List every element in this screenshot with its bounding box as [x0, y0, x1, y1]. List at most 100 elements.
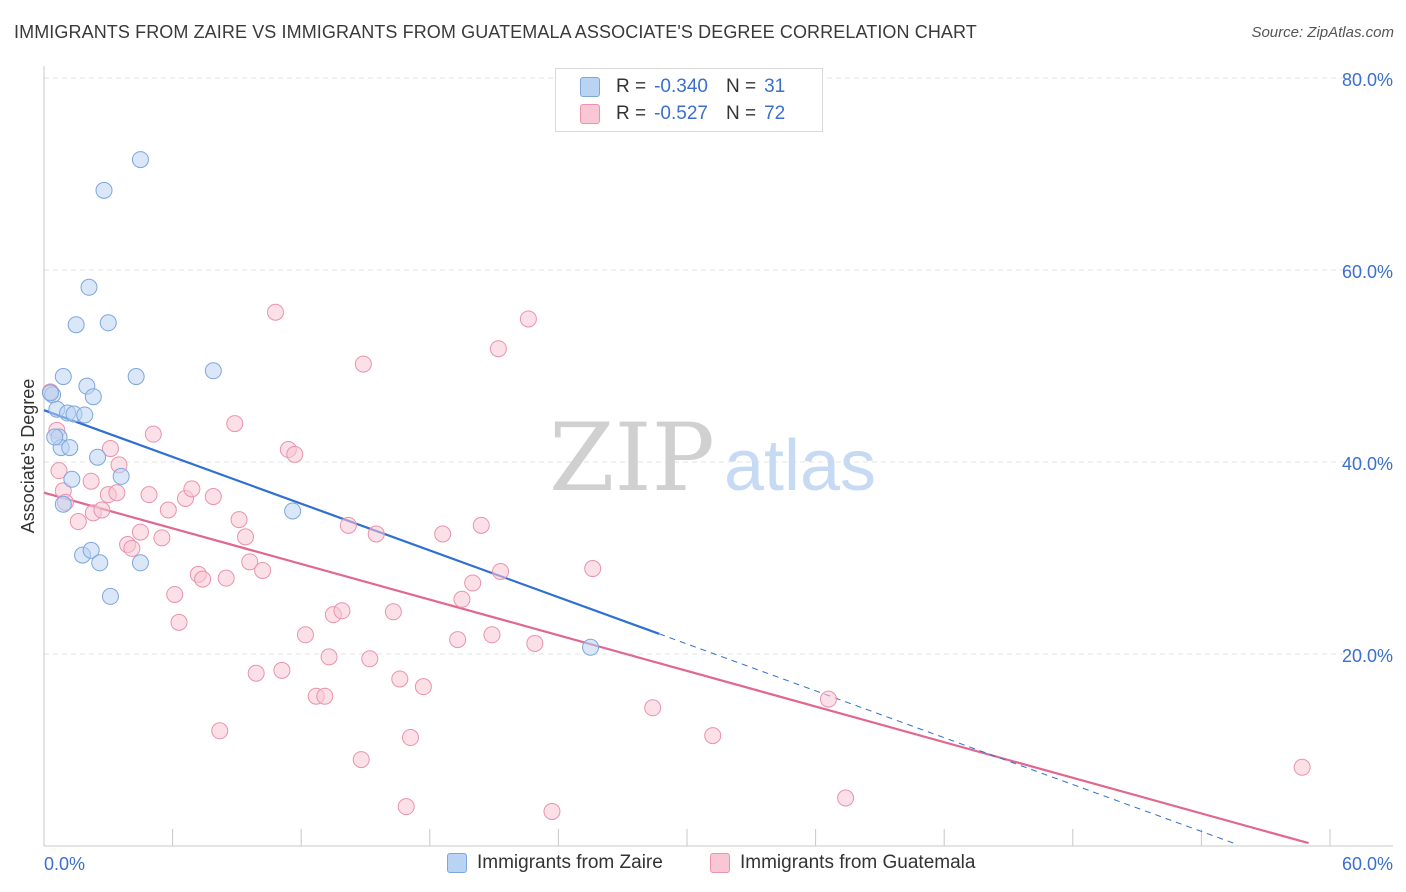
data-point-guatemala [339, 516, 357, 534]
data-point-zaire [91, 554, 109, 572]
data-point-zaire [76, 406, 94, 424]
data-point-guatemala [123, 539, 141, 557]
data-point-zaire [84, 388, 102, 406]
series-zaire-points [41, 151, 600, 656]
data-point-guatemala [644, 699, 662, 717]
data-point-guatemala [492, 562, 510, 580]
data-point-guatemala [144, 425, 162, 443]
y-tick-label: 60.0% [1342, 262, 1393, 282]
data-point-guatemala [217, 569, 235, 587]
legend-row-zaire: R = -0.340 N = 31 [580, 75, 785, 99]
source-label: Source: ZipAtlas.com [1251, 24, 1394, 41]
data-point-guatemala [170, 613, 188, 631]
y-tick-labels: 20.0% 40.0% 60.0% 80.0% [1342, 70, 1393, 666]
data-point-guatemala [543, 802, 561, 820]
data-point-zaire [131, 151, 149, 169]
y-tick-label: 80.0% [1342, 70, 1393, 90]
data-point-guatemala [316, 687, 334, 705]
data-point-zaire [82, 541, 100, 559]
data-point-guatemala [266, 303, 284, 321]
data-point-zaire [112, 467, 130, 485]
data-point-guatemala [584, 560, 602, 578]
data-point-zaire [131, 554, 149, 572]
data-point-zaire [67, 316, 85, 334]
data-point-guatemala [837, 789, 855, 807]
data-point-guatemala [333, 602, 351, 620]
data-point-guatemala [140, 486, 158, 504]
data-point-guatemala [352, 751, 370, 769]
data-point-guatemala [50, 462, 68, 480]
legend-swatch-zaire [580, 77, 600, 97]
data-point-guatemala [483, 626, 501, 644]
legend-r-label: R = [616, 103, 647, 124]
legend-item-zaire: Immigrants from Zaire [447, 852, 663, 874]
data-point-guatemala [1293, 758, 1311, 776]
watermark-atlas: atlas [724, 426, 876, 506]
data-point-zaire [127, 368, 145, 386]
data-point-zaire [582, 638, 600, 656]
data-point-guatemala [108, 484, 126, 502]
data-point-guatemala [704, 727, 722, 745]
data-point-guatemala [166, 585, 184, 603]
correlation-legend: R = -0.340 N = 31 R = -0.527 N = 72 [555, 68, 823, 132]
data-point-guatemala [194, 570, 212, 588]
data-point-guatemala [159, 501, 177, 519]
data-point-guatemala [226, 415, 244, 433]
data-point-guatemala [93, 501, 111, 519]
x-tick-labels: 0.0% 60.0% [44, 854, 1393, 874]
data-point-zaire [41, 384, 59, 402]
data-point-guatemala [519, 310, 537, 328]
x-tick-label-min: 0.0% [44, 854, 85, 874]
series-legend: Immigrants from Zaire Immigrants from Gu… [0, 852, 1406, 878]
data-point-guatemala [82, 472, 100, 490]
data-point-guatemala [69, 513, 87, 531]
data-point-zaire [89, 448, 107, 466]
data-point-guatemala [241, 553, 259, 571]
data-point-guatemala [204, 488, 222, 506]
x-tick-label-max: 60.0% [1342, 854, 1393, 874]
data-point-guatemala [354, 355, 372, 373]
data-point-guatemala [449, 631, 467, 649]
data-point-guatemala [131, 523, 149, 541]
data-point-guatemala [361, 650, 379, 668]
data-point-guatemala [273, 661, 291, 679]
legend-label-zaire: Immigrants from Zaire [477, 852, 663, 873]
y-tick-label: 40.0% [1342, 454, 1393, 474]
data-point-guatemala [296, 626, 314, 644]
data-point-guatemala [230, 511, 248, 529]
data-point-guatemala [384, 603, 402, 621]
data-point-guatemala [183, 480, 201, 498]
trend-line-guatemala [43, 491, 1309, 845]
legend-swatch-zaire [447, 853, 467, 873]
data-point-guatemala [819, 690, 837, 708]
data-point-guatemala [414, 678, 432, 696]
data-point-zaire [63, 470, 81, 488]
data-point-guatemala [236, 528, 254, 546]
data-point-zaire [54, 368, 72, 386]
data-point-zaire [80, 278, 98, 296]
legend-n-label: N = [725, 76, 757, 97]
data-point-guatemala [286, 445, 304, 463]
chart-title: IMMIGRANTS FROM ZAIRE VS IMMIGRANTS FROM… [14, 22, 977, 42]
series-guatemala-points [41, 303, 1311, 820]
data-point-guatemala [526, 634, 544, 652]
y-tick-label: 20.0% [1342, 646, 1393, 666]
data-point-zaire [54, 495, 72, 513]
zipatlas-watermark: ZIP atlas [549, 404, 876, 513]
legend-n-value-zaire: 31 [764, 76, 786, 97]
legend-r-value-guatemala: -0.527 [654, 103, 708, 124]
data-point-guatemala [320, 648, 338, 666]
data-point-guatemala [391, 670, 409, 688]
data-point-guatemala [153, 529, 171, 547]
data-point-zaire [95, 181, 113, 199]
legend-swatch-guatemala [580, 104, 600, 124]
data-point-guatemala [247, 664, 265, 682]
data-point-guatemala [254, 561, 272, 579]
data-point-zaire [46, 428, 64, 446]
axes [43, 66, 1393, 847]
legend-label-guatemala: Immigrants from Guatemala [740, 852, 976, 873]
data-point-guatemala [101, 440, 119, 458]
legend-r-label: R = [616, 76, 647, 97]
legend-n-label: N = [725, 103, 757, 124]
